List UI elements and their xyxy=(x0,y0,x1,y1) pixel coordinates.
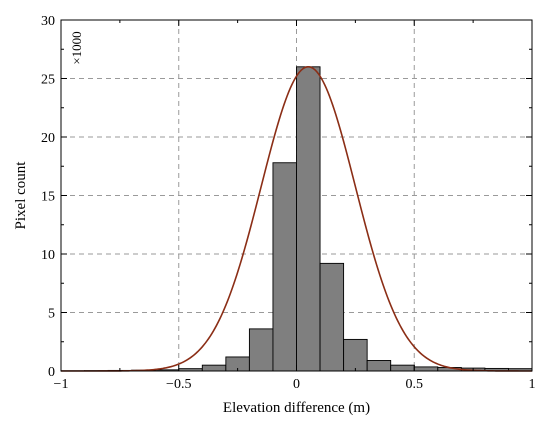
y-tick-label: 15 xyxy=(41,190,55,205)
histogram-bar xyxy=(390,364,415,372)
x-tick-label: 1 xyxy=(529,377,536,392)
histogram-bar xyxy=(319,262,345,372)
y-tick-label: 5 xyxy=(48,307,55,322)
histogram-bar xyxy=(343,338,368,372)
y-tick-label: 10 xyxy=(41,248,55,263)
axis-ticks xyxy=(60,19,533,372)
y-axis-title: Pixel count xyxy=(13,161,29,230)
y-tick-labels: 0 5 10 15 20 25 30 xyxy=(41,14,55,380)
histogram-bar xyxy=(296,66,321,372)
x-tick-label: 0.5 xyxy=(406,377,424,392)
y-tick-label: 20 xyxy=(41,131,55,146)
y-tick-label: 30 xyxy=(41,14,55,29)
y-tick-label: 0 xyxy=(48,365,55,380)
y-multiplier-label: ×1000 xyxy=(69,31,84,64)
x-tick-label: −0.5 xyxy=(166,377,191,392)
histogram-bars xyxy=(60,66,533,372)
x-axis-title: Elevation difference (m) xyxy=(223,400,370,416)
x-tick-label: −1 xyxy=(54,377,69,392)
histogram-bar xyxy=(413,366,439,372)
histogram-bar xyxy=(248,328,274,372)
y-tick-label: 25 xyxy=(41,73,55,88)
histogram-bar xyxy=(201,364,227,372)
x-tick-labels: −1 −0.5 0 0.5 1 xyxy=(54,377,536,392)
x-tick-label: 0 xyxy=(293,377,300,392)
histogram-bar xyxy=(272,162,297,372)
histogram-bar xyxy=(366,360,392,372)
